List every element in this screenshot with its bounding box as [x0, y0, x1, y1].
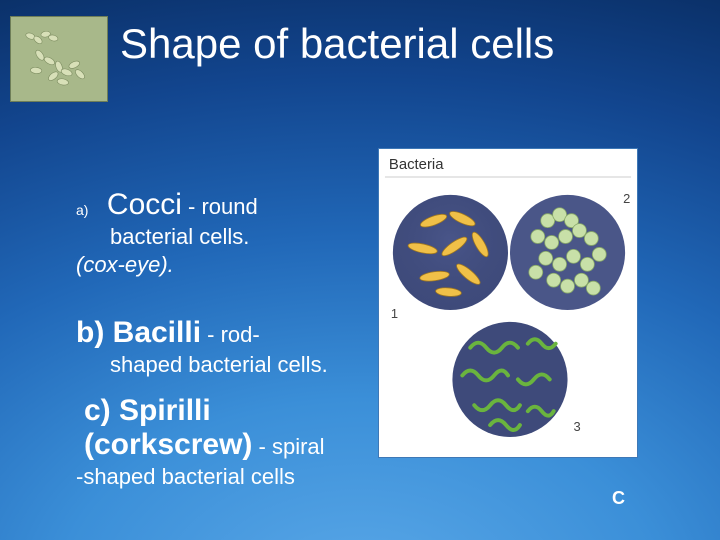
bacilli-diagram — [393, 195, 508, 310]
thumbnail-image — [10, 16, 108, 102]
spirilli-line2b: - spiral — [252, 434, 324, 459]
item-c: c) Spirilli (corkscrew) - spiral -shaped… — [76, 394, 376, 490]
spirilli-line1: c) Spirilli — [84, 394, 376, 428]
bacilli-desc: - rod- — [201, 322, 260, 347]
spirilli-diagram — [452, 322, 567, 437]
cocci-diagram — [510, 195, 625, 310]
cocci-line2: bacterial cells. — [110, 224, 376, 250]
cocci-desc: - round — [182, 194, 258, 219]
item-a: a) Cocci - round bacterial cells. (cox-e… — [76, 188, 376, 278]
bacteria-figure: Bacteria 1 — [378, 148, 638, 458]
overlay-letter-c: C — [612, 488, 625, 509]
figure-label-3: 3 — [573, 419, 580, 434]
overlay-letter-b: B — [392, 190, 405, 211]
cocci-name: Cocci — [107, 188, 182, 221]
spirilli-line2a: (corkscrew) — [84, 428, 252, 461]
figure-label-1: 1 — [391, 306, 398, 321]
bacilli-line2: shaped bacterial cells. — [110, 352, 376, 378]
spirilli-line3: -shaped bacterial cells — [76, 464, 376, 490]
figure-header: Bacteria — [389, 157, 444, 173]
slide-title: Shape of bacterial cells — [120, 20, 554, 68]
definitions-column: a) Cocci - round bacterial cells. (cox-e… — [76, 188, 376, 490]
item-b: b) Bacilli - rod- shaped bacterial cells… — [76, 316, 376, 378]
item-a-marker: a) — [76, 202, 88, 218]
cocci-pronunciation: (cox-eye). — [76, 252, 376, 278]
figure-label-2: 2 — [623, 191, 630, 206]
bacilli-heading: b) Bacilli — [76, 316, 201, 349]
